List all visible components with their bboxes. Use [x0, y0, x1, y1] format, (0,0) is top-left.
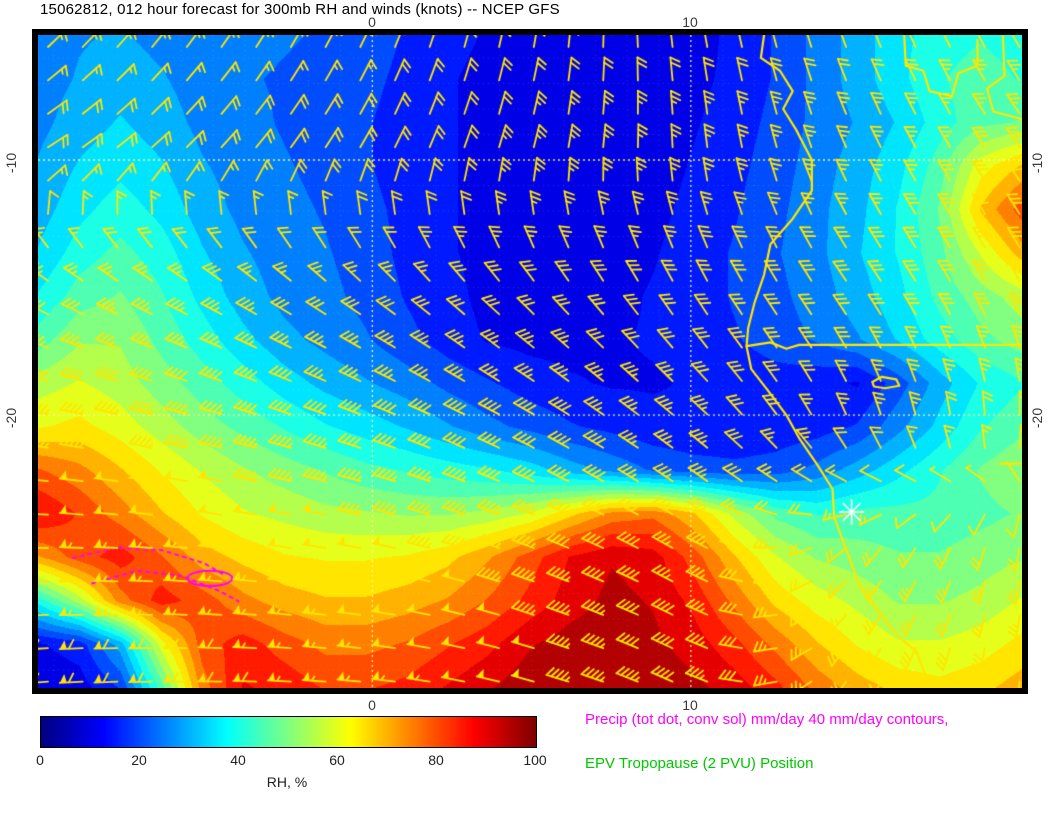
- lat-tick-left-20: -20: [3, 407, 19, 429]
- colorbar: [40, 716, 537, 748]
- lat-tick-left-10: -10: [3, 152, 19, 174]
- page-title: 15062812, 012 hour forecast for 300mb RH…: [40, 1, 560, 18]
- colorbar-tick-100: 100: [523, 752, 547, 768]
- lon-tick-bottom-10: 10: [682, 697, 698, 713]
- colorbar-tick-40: 40: [230, 752, 246, 768]
- colorbar-tick-60: 60: [329, 752, 345, 768]
- colorbar-tick-20: 20: [131, 752, 147, 768]
- map-canvas: [38, 35, 1022, 688]
- precip-legend: Precip (tot dot, conv sol) mm/day 40 mm/…: [585, 711, 949, 728]
- lat-tick-right-20: -20: [1029, 407, 1045, 429]
- colorbar-tick-80: 80: [428, 752, 444, 768]
- lon-tick-top-10: 10: [682, 14, 698, 30]
- lat-tick-right-10: -10: [1029, 152, 1045, 174]
- epv-legend: EPV Tropopause (2 PVU) Position: [585, 755, 814, 772]
- lon-tick-top-0: 0: [368, 14, 376, 30]
- lon-tick-bottom-0: 0: [368, 697, 376, 713]
- colorbar-tick-0: 0: [36, 752, 44, 768]
- colorbar-label: RH, %: [266, 774, 308, 790]
